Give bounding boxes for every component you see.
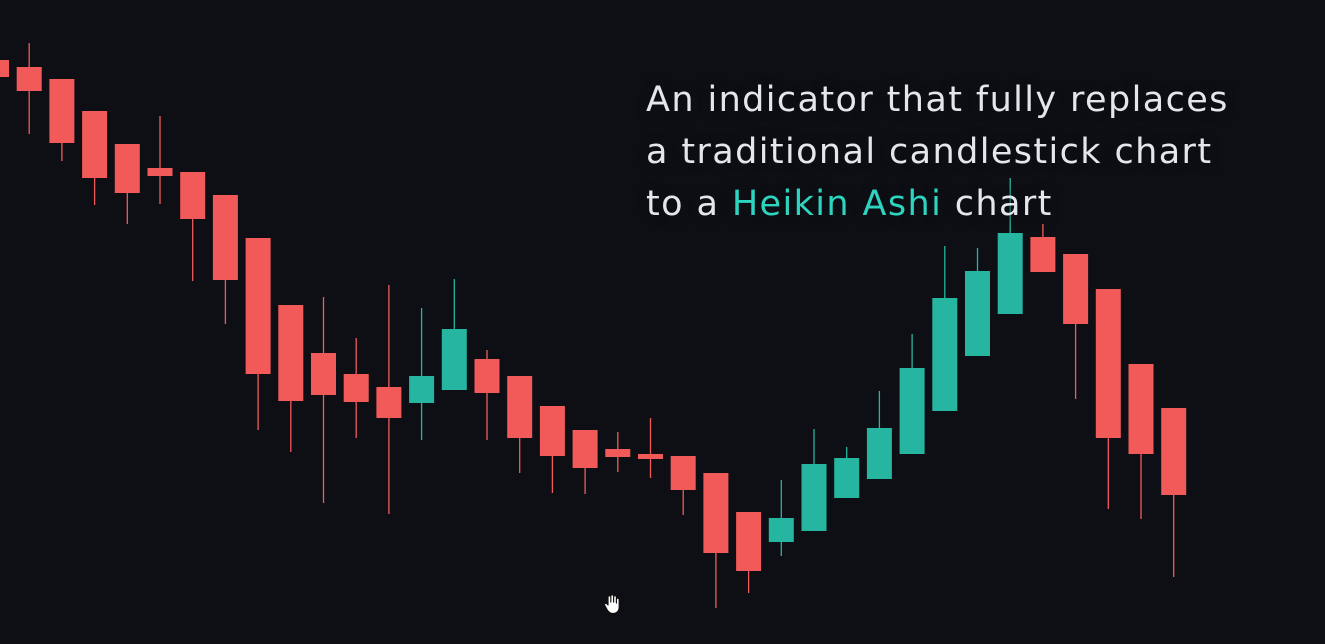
candle-12 (376, 285, 402, 514)
candle-18 (572, 430, 598, 494)
candle-4 (114, 144, 140, 224)
bearish-candle-body (1063, 254, 1089, 324)
candle-0 (0, 60, 9, 77)
candle-9 (278, 305, 304, 452)
candle-8 (245, 238, 271, 430)
bearish-candle-body (311, 353, 336, 395)
bearish-candle-body (343, 374, 369, 402)
candle-23 (736, 512, 762, 593)
bearish-candle-body (703, 473, 729, 553)
bearish-candle-body (114, 144, 140, 193)
caption-line-3-suffix: chart (942, 184, 1053, 224)
bearish-candle-body (1030, 237, 1056, 272)
bearish-candle-body (0, 60, 9, 77)
bearish-candle-body (212, 195, 238, 280)
bearish-candle-body (638, 454, 663, 459)
caption-line-3-prefix: to a (646, 184, 732, 224)
candle-31 (997, 178, 1023, 314)
candle-36 (1161, 408, 1187, 577)
bearish-candle-body (1161, 408, 1187, 495)
bullish-candle-body (768, 518, 794, 542)
bullish-candle-body (441, 329, 467, 390)
caption-heikin-ashi-highlight: Heikin Ashi (731, 184, 943, 224)
candle-1 (16, 43, 42, 134)
candle-34 (1095, 289, 1121, 509)
bullish-candle-body (866, 428, 892, 479)
candle-16 (507, 376, 533, 473)
candle-2 (49, 79, 75, 161)
candle-35 (1128, 364, 1154, 519)
candle-15 (474, 350, 500, 440)
bullish-candle-body (801, 464, 827, 531)
hand-cursor-icon (601, 592, 625, 616)
candle-7 (212, 195, 238, 324)
bearish-candle-body (1095, 289, 1121, 438)
bearish-candle-body (180, 172, 206, 219)
candle-20 (638, 418, 663, 478)
candle-6 (180, 172, 206, 281)
bearish-candle-body (1128, 364, 1154, 454)
candle-21 (670, 456, 696, 515)
candle-33 (1063, 254, 1089, 399)
candle-32 (1030, 224, 1056, 272)
candle-17 (539, 406, 565, 493)
candle-11 (343, 338, 369, 438)
bearish-candle-body (278, 305, 304, 401)
candle-13 (409, 308, 435, 440)
bearish-candle-body (736, 512, 762, 571)
bullish-candle-body (965, 271, 990, 356)
candle-27 (866, 391, 892, 479)
caption-line-3: to a Heikin Ashi chart (646, 178, 1229, 230)
bearish-candle-body (605, 449, 631, 457)
candle-14 (441, 279, 467, 390)
bullish-candle-body (997, 233, 1023, 314)
bearish-candle-body (474, 359, 500, 393)
caption-text: An indicator that fully replaces a tradi… (646, 74, 1229, 230)
candle-5 (147, 116, 173, 204)
bearish-candle-body (49, 79, 75, 143)
bullish-candle-body (932, 298, 958, 411)
candle-10 (311, 297, 336, 503)
candle-3 (82, 111, 108, 205)
caption-line-1: An indicator that fully replaces (646, 80, 1229, 120)
bearish-candle-body (507, 376, 533, 438)
candle-28 (899, 334, 925, 454)
candle-26 (834, 447, 860, 498)
bearish-candle-body (147, 168, 173, 176)
bearish-candle-body (82, 111, 108, 178)
candle-25 (801, 429, 827, 531)
bearish-candle-body (539, 406, 565, 456)
bullish-candle-body (409, 376, 435, 403)
candle-24 (768, 480, 794, 556)
bullish-candle-body (834, 458, 860, 498)
bearish-candle-body (572, 430, 598, 468)
caption-line-2: a traditional candlestick chart (646, 132, 1213, 172)
candle-19 (605, 432, 631, 472)
candle-29 (932, 246, 958, 411)
candle-30 (965, 248, 990, 356)
bearish-candle-body (16, 67, 42, 91)
bullish-candle-body (899, 368, 925, 454)
bearish-candle-body (670, 456, 696, 490)
bearish-candle-body (245, 238, 271, 374)
bearish-candle-body (376, 387, 402, 418)
candle-22 (703, 473, 729, 608)
